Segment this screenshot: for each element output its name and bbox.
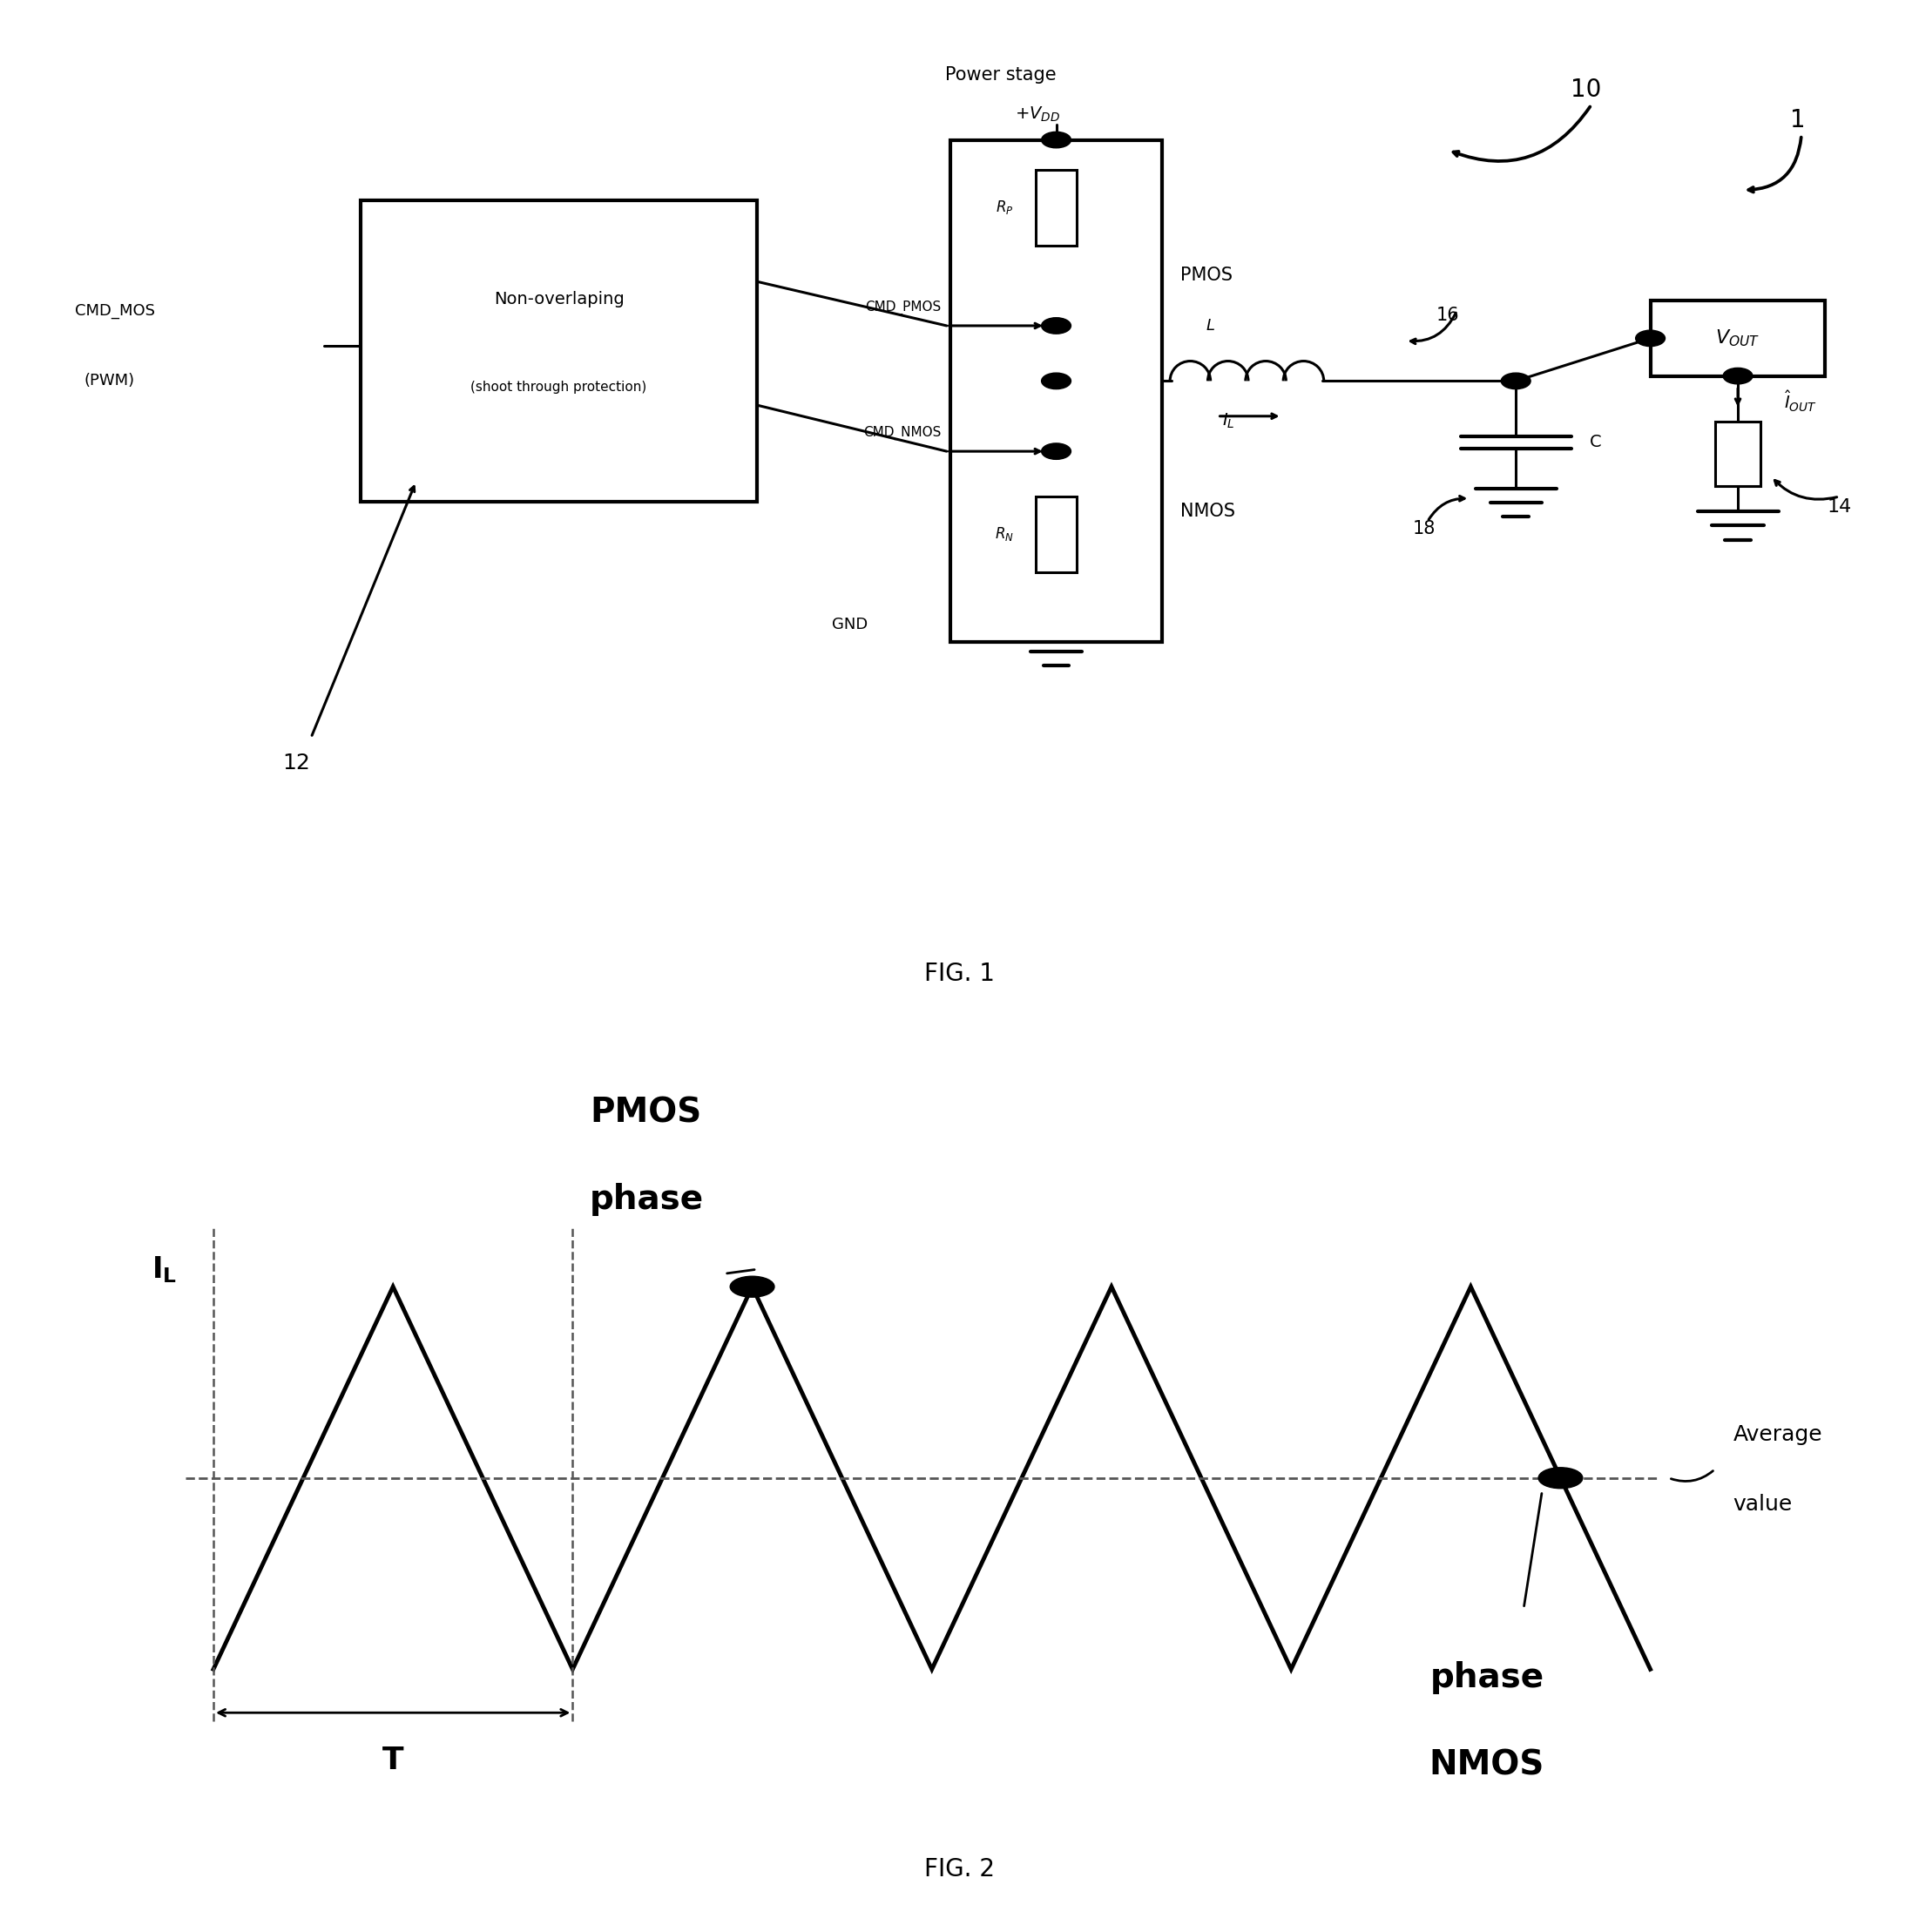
Text: CMD_NMOS: CMD_NMOS xyxy=(864,427,940,440)
Text: CMD_MOS: CMD_MOS xyxy=(75,303,155,319)
Bar xyxy=(361,201,756,502)
Text: $\mathbf{I_L}$: $\mathbf{I_L}$ xyxy=(152,1254,177,1285)
Text: $I_L$: $I_L$ xyxy=(1222,412,1234,431)
Text: 16: 16 xyxy=(1435,307,1458,325)
Circle shape xyxy=(729,1277,775,1296)
Text: phase: phase xyxy=(589,1182,704,1217)
Text: phase: phase xyxy=(1430,1662,1545,1694)
Text: $\hat{I}_{OUT}$: $\hat{I}_{OUT}$ xyxy=(1785,388,1817,413)
Circle shape xyxy=(1539,1468,1583,1488)
Bar xyxy=(1650,301,1825,377)
Circle shape xyxy=(1042,373,1071,388)
Text: T: T xyxy=(382,1747,403,1776)
Circle shape xyxy=(1042,317,1071,334)
Text: (shoot through protection): (shoot through protection) xyxy=(470,381,647,394)
Text: NMOS: NMOS xyxy=(1430,1748,1545,1781)
Text: $+V_{DD}$: $+V_{DD}$ xyxy=(1015,106,1061,124)
Text: C: C xyxy=(1589,435,1602,450)
Text: 18: 18 xyxy=(1412,520,1435,537)
Text: value: value xyxy=(1733,1493,1792,1515)
Text: GND: GND xyxy=(831,616,867,632)
Text: FIG. 2: FIG. 2 xyxy=(925,1857,994,1882)
Text: 1: 1 xyxy=(1790,108,1806,131)
Text: 14: 14 xyxy=(1827,498,1852,516)
Text: (PWM): (PWM) xyxy=(84,373,134,388)
Text: Power stage: Power stage xyxy=(946,66,1057,83)
Text: PMOS: PMOS xyxy=(591,1095,702,1130)
Text: 10: 10 xyxy=(1570,77,1600,102)
Text: PMOS: PMOS xyxy=(1180,267,1232,284)
Circle shape xyxy=(1042,131,1071,149)
Circle shape xyxy=(1042,442,1071,460)
Circle shape xyxy=(1635,330,1666,346)
Text: NMOS: NMOS xyxy=(1180,502,1236,520)
Bar xyxy=(950,139,1163,641)
Text: $V_{OUT}$: $V_{OUT}$ xyxy=(1716,328,1760,348)
Bar xyxy=(1036,497,1077,572)
Circle shape xyxy=(1501,373,1531,388)
Text: FIG. 1: FIG. 1 xyxy=(925,962,994,985)
Bar xyxy=(1036,170,1077,245)
Text: CMD_PMOS: CMD_PMOS xyxy=(865,301,940,315)
Text: Average: Average xyxy=(1733,1424,1823,1445)
Text: 12: 12 xyxy=(282,752,311,773)
Text: Non-overlaping: Non-overlaping xyxy=(493,292,624,307)
Text: $R_P$: $R_P$ xyxy=(996,199,1013,216)
Bar xyxy=(1716,421,1762,487)
Text: L: L xyxy=(1205,319,1215,334)
Circle shape xyxy=(1723,367,1752,384)
Text: $R_N$: $R_N$ xyxy=(994,526,1013,543)
